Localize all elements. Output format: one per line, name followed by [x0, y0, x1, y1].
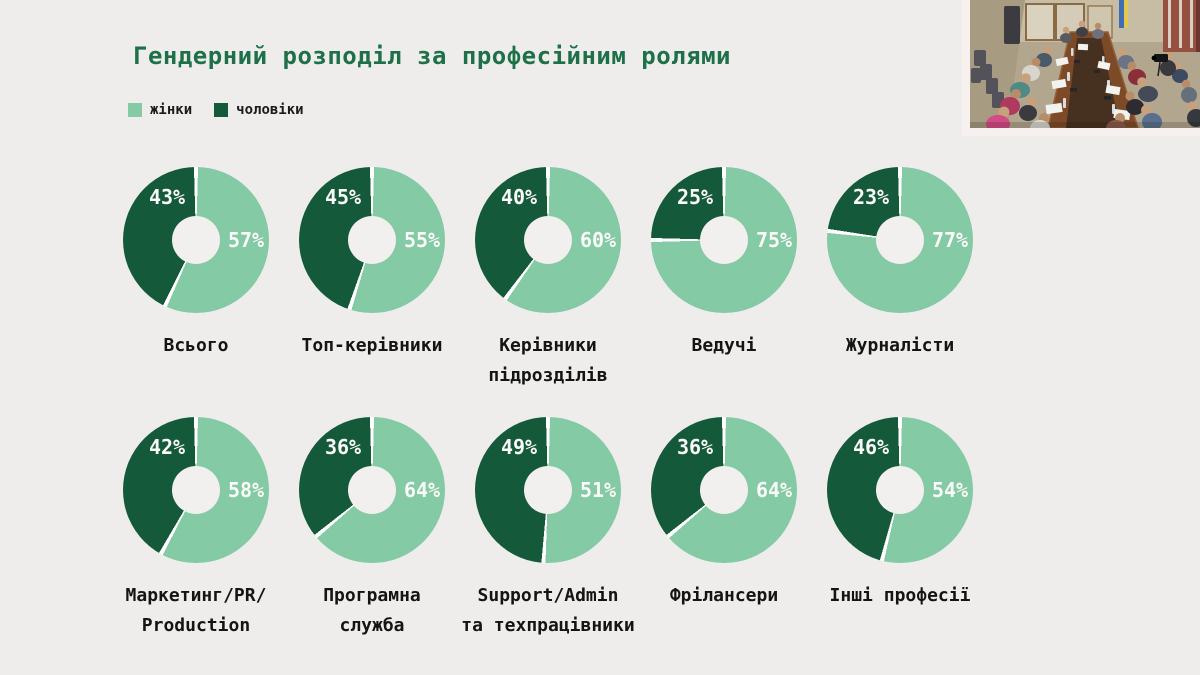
- chart-legend: жінки чоловіки: [128, 102, 304, 118]
- donut-hole: [700, 466, 748, 514]
- meeting-room-scene: [970, 0, 1200, 128]
- donut-chart-card: 25% 75% Ведучі: [636, 167, 812, 391]
- donut-category-label-line: Ведучі: [691, 335, 757, 356]
- legend-label-men: чоловіки: [236, 102, 304, 118]
- donut-hole: [700, 216, 748, 264]
- donut-category-label-line: Production: [141, 615, 251, 636]
- donut-category-label-line: Керівники: [499, 335, 597, 356]
- webcam-video: [970, 0, 1200, 128]
- donut-category-label: Фрілансери: [670, 581, 778, 611]
- women-percentage-label: 60%: [579, 228, 617, 252]
- donut-hole: [524, 216, 572, 264]
- women-percentage-label: 64%: [755, 478, 793, 502]
- men-percentage-label: 25%: [676, 185, 714, 209]
- donut-chart-card: 43% 57% Всього: [108, 167, 284, 391]
- men-percentage-label: 45%: [324, 185, 362, 209]
- cabinet: [1004, 6, 1020, 44]
- women-percentage-label: 51%: [579, 478, 617, 502]
- donut-chart-card: 36% 64% Програмна служба: [284, 417, 460, 641]
- donut-chart-6: 42% 58%: [123, 417, 269, 563]
- donut-category-label-line: Фрілансери: [669, 585, 779, 606]
- women-percentage-label: 57%: [227, 228, 265, 252]
- cameraman: [1151, 52, 1176, 77]
- donut-category-label: Журналісти: [846, 331, 954, 361]
- donut-chart-7: 36% 64%: [299, 417, 445, 563]
- men-percentage-label: 40%: [500, 185, 538, 209]
- women-percentage-label: 77%: [931, 228, 969, 252]
- donut-chart-card: 23% 77% Журналісти: [812, 167, 988, 391]
- donut-chart-3: 40% 60%: [475, 167, 621, 313]
- men-percentage-label: 23%: [852, 185, 890, 209]
- donut-chart-card: 45% 55% Топ-керівники: [284, 167, 460, 391]
- women-percentage-label: 58%: [227, 478, 265, 502]
- men-percentage-label: 42%: [148, 435, 186, 459]
- donut-category-label: Інші професії: [830, 581, 971, 611]
- donut-category-label-line: та техпрацівники: [461, 615, 635, 636]
- donut-chart-card: 49% 51% Support/Admin та техпрацівники: [460, 417, 636, 641]
- donut-chart-8: 49% 51%: [475, 417, 621, 563]
- donut-hole: [348, 216, 396, 264]
- donut-chart-card: 46% 54% Інші професії: [812, 417, 988, 641]
- donut-category-label: Всього: [163, 331, 228, 361]
- audience-right-wall: [1172, 62, 1200, 127]
- donut-category-label: Support/Admin та техпрацівники: [461, 581, 634, 641]
- women-percentage-label: 54%: [931, 478, 969, 502]
- legend-item-men: чоловіки: [214, 102, 304, 118]
- meeting-participants-far: [1060, 20, 1104, 43]
- men-percentage-label: 43%: [148, 185, 186, 209]
- donut-hole: [876, 216, 924, 264]
- donut-chart-10: 46% 54%: [827, 417, 973, 563]
- men-percentage-label: 36%: [676, 435, 714, 459]
- donut-row-2: 42% 58% Маркетинг/PR/Production 36% 64% Прогр…: [108, 417, 988, 641]
- donut-row-1: 43% 57% Всього 45% 55% Топ-керівники 40% 60% Кер…: [108, 167, 988, 391]
- donut-category-label-line: Програмна: [323, 585, 421, 606]
- donut-chart-9: 36% 64%: [651, 417, 797, 563]
- men-percentage-label: 49%: [500, 435, 538, 459]
- men-color-swatch: [214, 103, 229, 117]
- donut-category-label-line: Журналісти: [845, 335, 955, 356]
- donut-chart-1: 43% 57%: [123, 167, 269, 313]
- donut-chart-2: 45% 55%: [299, 167, 445, 313]
- donut-chart-card: 40% 60% Керівники підрозділів: [460, 167, 636, 391]
- meeting-participants-left: [986, 46, 1052, 128]
- donut-category-label-line: підрозділів: [488, 365, 608, 386]
- donut-category-label: Маркетинг/PR/Production: [126, 581, 267, 641]
- donut-hole: [172, 216, 220, 264]
- donut-category-label: Керівники підрозділів: [488, 331, 607, 391]
- donut-category-label: Ведучі: [691, 331, 756, 361]
- donut-chart-4: 25% 75%: [651, 167, 797, 313]
- donut-hole: [348, 466, 396, 514]
- ukraine-flag-icon: [1119, 0, 1128, 28]
- donut-category-label-line: Всього: [163, 335, 229, 356]
- donut-category-label: Топ-керівники: [302, 331, 443, 361]
- women-percentage-label: 64%: [403, 478, 441, 502]
- women-color-swatch: [128, 103, 142, 117]
- donut-category-label-line: служба: [339, 615, 405, 636]
- donut-category-label-line: Маркетинг/PR/: [125, 585, 267, 606]
- microphones: [1070, 60, 1111, 100]
- donut-hole: [876, 466, 924, 514]
- donut-hole: [524, 466, 572, 514]
- donut-chart-card: 36% 64% Фрілансери: [636, 417, 812, 641]
- men-percentage-label: 36%: [324, 435, 362, 459]
- legend-label-women: жінки: [150, 102, 193, 118]
- men-percentage-label: 46%: [852, 435, 890, 459]
- donut-category-label: Програмна служба: [323, 581, 421, 641]
- legend-item-women: жінки: [128, 102, 192, 118]
- door-panel: [1025, 3, 1055, 41]
- women-percentage-label: 75%: [755, 228, 793, 252]
- donut-category-label-line: Інші професії: [829, 585, 971, 606]
- donut-category-label-line: Support/Admin: [477, 585, 619, 606]
- curtain: [1196, 0, 1200, 52]
- donut-category-label-line: Топ-керівники: [301, 335, 443, 356]
- women-percentage-label: 55%: [403, 228, 441, 252]
- meeting-participants-right: [1106, 48, 1162, 128]
- donut-chart-5: 23% 77%: [827, 167, 973, 313]
- slide-title: Гендерний розподіл за професійним ролями: [133, 42, 731, 70]
- donut-chart-card: 42% 58% Маркетинг/PR/Production: [108, 417, 284, 641]
- donut-hole: [172, 466, 220, 514]
